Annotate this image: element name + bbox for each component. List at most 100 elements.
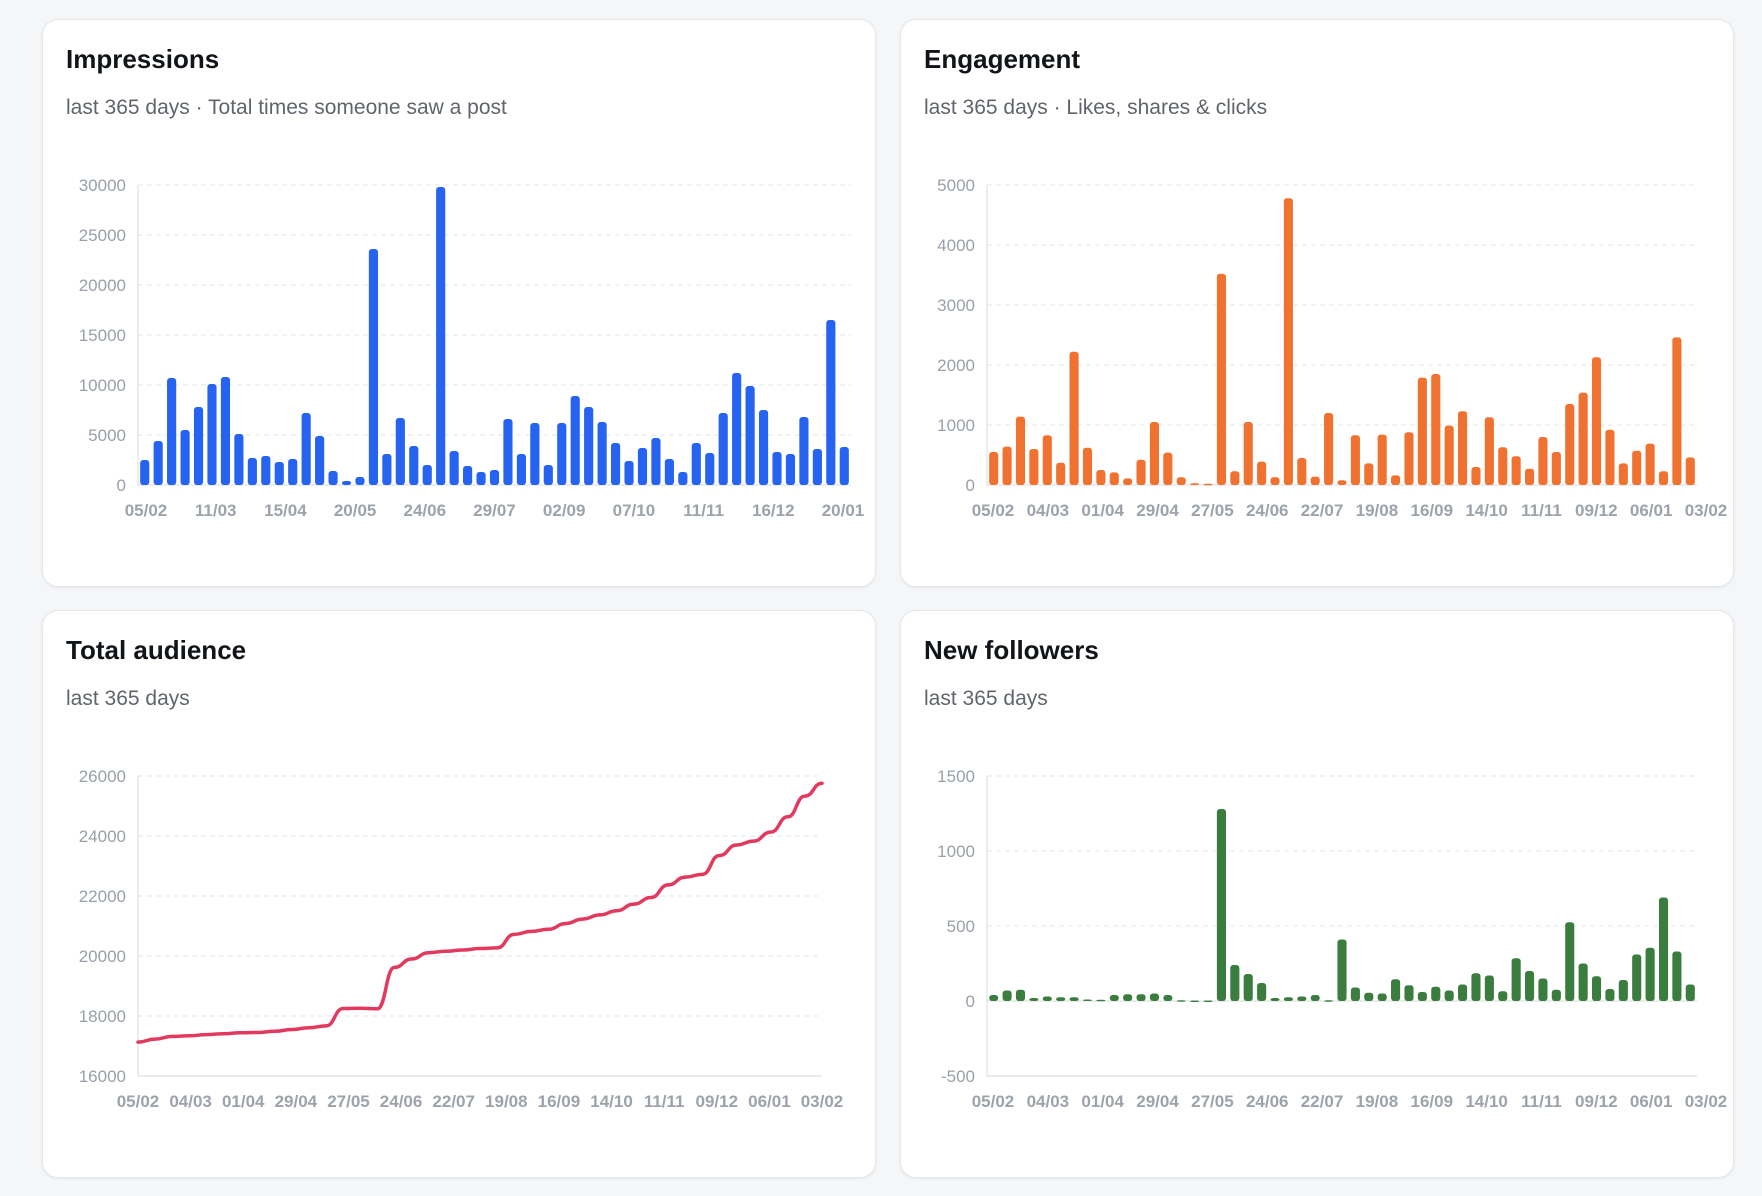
- bar: [1551, 989, 1561, 1001]
- bar: [1163, 452, 1173, 485]
- x-tick-label: 16/12: [752, 501, 795, 520]
- x-tick-label: 14/10: [1465, 1092, 1508, 1111]
- bar: [1444, 990, 1454, 1001]
- x-tick-label: 02/09: [543, 501, 586, 520]
- x-tick-label: 29/04: [275, 1092, 318, 1111]
- bar: [1524, 468, 1535, 485]
- x-tick-label: 11/03: [195, 501, 237, 520]
- x-tick-label: 06/01: [1630, 1092, 1673, 1111]
- bar: [1310, 476, 1320, 485]
- bar: [989, 995, 999, 1001]
- x-tick-label: 05/02: [117, 1092, 160, 1111]
- bar: [1524, 971, 1535, 1001]
- x-tick-label: 04/03: [1027, 1092, 1070, 1111]
- card-title: Impressions: [66, 44, 220, 74]
- y-tick-label: 16000: [79, 1067, 126, 1086]
- bar: [1310, 995, 1320, 1001]
- x-tick-label: 24/06: [1246, 501, 1289, 520]
- x-tick-label: 03/02: [1685, 501, 1728, 520]
- bar: [1230, 471, 1240, 485]
- bar: [261, 456, 271, 485]
- x-tick-label: 27/05: [1191, 1092, 1234, 1111]
- new-followers-chart: -500 0 500 1000 1500 05/02 04/03 01/04 29/04 27/0…: [937, 767, 1727, 1111]
- bar: [678, 472, 688, 485]
- y-tick-label: 5000: [937, 176, 975, 195]
- bar: [989, 452, 999, 485]
- x-tick-label: 09/12: [695, 1092, 738, 1111]
- x-tick-label: 06/01: [1630, 501, 1673, 520]
- bar: [1002, 990, 1012, 1001]
- bar: [1458, 411, 1468, 485]
- x-tick-label: 27/05: [1191, 501, 1234, 520]
- bar: [1551, 452, 1561, 485]
- x-tick-label: 01/04: [1081, 501, 1124, 520]
- bar: [1578, 963, 1588, 1001]
- y-tick-label: -500: [941, 1067, 975, 1086]
- bar: [1056, 462, 1066, 485]
- x-tick-label: 03/02: [801, 1092, 844, 1111]
- bar: [1350, 435, 1360, 485]
- bar: [1484, 975, 1494, 1001]
- bar: [1511, 456, 1521, 485]
- x-tick-label: 16/09: [1410, 501, 1453, 520]
- bar: [1136, 459, 1146, 485]
- bar: [1417, 377, 1427, 485]
- y-tick-label: 3000: [937, 296, 975, 315]
- y-tick-label: 22000: [79, 887, 126, 906]
- bar: [341, 481, 352, 485]
- x-tick-label: 22/07: [432, 1092, 475, 1111]
- bar: [1029, 449, 1039, 485]
- x-tick-label: 05/02: [972, 1092, 1015, 1111]
- bar: [193, 407, 204, 485]
- bar: [220, 377, 231, 485]
- card-title: Engagement: [924, 44, 1081, 74]
- bar: [1578, 392, 1588, 485]
- y-tick-label: 30000: [79, 176, 126, 195]
- bar: [288, 459, 298, 485]
- bar: [557, 423, 567, 485]
- x-tick-label: 24/06: [1246, 1092, 1289, 1111]
- bar: [274, 462, 284, 485]
- engagement-card: Engagement last 365 days · Likes, shares…: [900, 19, 1734, 587]
- bar: [463, 466, 473, 485]
- bar: [516, 454, 526, 485]
- bar: [1297, 458, 1307, 485]
- bar: [1297, 996, 1307, 1001]
- bar: [611, 443, 621, 485]
- bar: [1511, 958, 1521, 1001]
- x-tick-label: 15/04: [264, 501, 307, 520]
- y-tick-label: 1000: [937, 416, 975, 435]
- x-tick-label: 20/05: [334, 501, 377, 520]
- bar: [745, 386, 755, 485]
- bar: [1042, 435, 1052, 485]
- bar: [1149, 422, 1160, 485]
- bar: [1444, 425, 1454, 485]
- bar: [1431, 374, 1441, 485]
- bar: [1632, 450, 1642, 485]
- bar: [1591, 357, 1602, 485]
- bar: [1149, 993, 1160, 1001]
- y-tick-label: 500: [947, 917, 975, 936]
- y-tick-label: 26000: [79, 767, 126, 786]
- new-followers-card: New followers last 365 days -500 0 500 1000…: [900, 610, 1734, 1178]
- bar: [1015, 416, 1026, 485]
- x-tick-label: 01/04: [222, 1092, 265, 1111]
- x-tick-label: 24/06: [404, 501, 447, 520]
- bar: [1350, 987, 1360, 1001]
- x-tick-label: 24/06: [380, 1092, 423, 1111]
- x-tick-label: 04/03: [169, 1092, 212, 1111]
- bar: [1257, 461, 1267, 485]
- bar: [1109, 995, 1119, 1001]
- y-tick-label: 20000: [79, 276, 126, 295]
- bar: [1257, 983, 1267, 1001]
- y-tick-label: 5000: [88, 426, 126, 445]
- bar: [570, 396, 580, 485]
- bar: [1190, 1000, 1200, 1003]
- bar: [247, 458, 257, 485]
- bar: [1270, 477, 1280, 485]
- bar: [1404, 985, 1414, 1001]
- x-tick-label: 16/09: [538, 1092, 581, 1111]
- bar: [503, 419, 513, 485]
- bar: [1042, 996, 1052, 1001]
- x-tick-label: 29/04: [1136, 501, 1179, 520]
